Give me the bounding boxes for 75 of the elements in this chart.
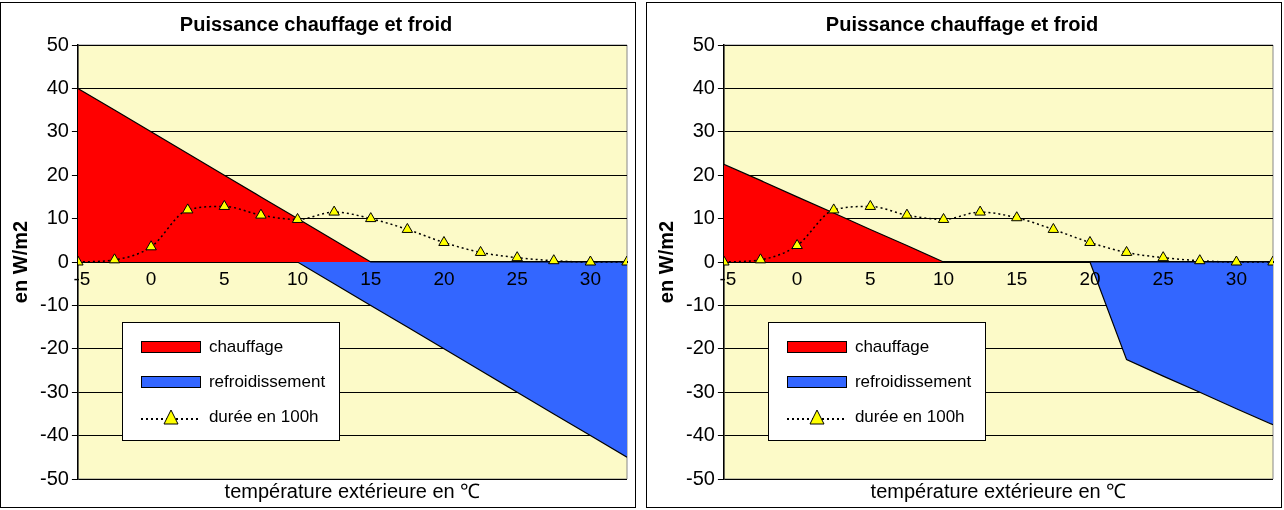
point — [584, 255, 597, 266]
y-tick-label: 10 — [692, 206, 715, 229]
point — [438, 235, 450, 246]
point — [828, 203, 840, 214]
x-tick-label: 5 — [219, 267, 230, 289]
x-tick-label: 30 — [579, 267, 601, 289]
point — [511, 251, 523, 262]
x-tick-label: 25 — [1152, 267, 1174, 289]
point — [1230, 255, 1243, 266]
point — [1011, 211, 1023, 222]
x-tick-label: 25 — [506, 267, 528, 289]
point — [474, 245, 487, 256]
point — [1047, 222, 1060, 233]
point — [1157, 251, 1169, 262]
chart-title: Puissance chauffage et froid — [825, 12, 1099, 35]
point — [937, 212, 950, 223]
legend-label: durée en 100h — [854, 406, 965, 427]
y-tick-label: 50 — [46, 32, 69, 55]
y-tick-label: -50 — [686, 466, 715, 489]
y-tick-label: -10 — [40, 292, 69, 315]
y-tick-label: -40 — [686, 423, 715, 446]
point — [1194, 254, 1206, 265]
y-tick-label: 40 — [46, 75, 69, 98]
point — [108, 253, 121, 264]
x-tick-label: 15 — [360, 267, 382, 289]
x-axis-title: température extérieure en ℃ — [224, 479, 481, 502]
point — [218, 199, 231, 210]
chart-title: Puissance chauffage et froid — [179, 12, 453, 35]
y-tick-label: 0 — [57, 249, 69, 272]
x-tick-label: 15 — [1006, 267, 1028, 289]
y-tick-label: -20 — [40, 336, 69, 359]
y-axis-title: en W/m2 — [8, 220, 31, 304]
legend-label: refroidissement — [854, 371, 972, 392]
y-tick-label: 0 — [703, 249, 715, 272]
y-tick-label: 20 — [692, 162, 715, 185]
y-tick-label: -20 — [686, 336, 715, 359]
point — [791, 239, 803, 250]
point — [974, 205, 986, 216]
point — [401, 222, 414, 233]
legend-label: chauffage — [854, 336, 930, 357]
y-tick-label: 30 — [46, 119, 69, 142]
x-tick-label: 10 — [932, 267, 955, 289]
x-tick-label: 30 — [1225, 267, 1247, 289]
y-tick-label: 20 — [46, 162, 69, 185]
y-tick-label: 50 — [692, 32, 715, 55]
point — [365, 212, 377, 223]
y-tick-label: -30 — [40, 379, 69, 402]
point — [548, 254, 560, 265]
point — [1120, 245, 1133, 256]
point — [864, 199, 877, 210]
point — [182, 203, 194, 214]
y-axis-title: en W/m2 — [654, 220, 677, 304]
y-tick-label: -30 — [686, 379, 715, 402]
y-tick-label: 40 — [692, 75, 715, 98]
y-tick-label: 30 — [692, 119, 715, 142]
y-tick-label: -10 — [686, 292, 715, 315]
point — [901, 208, 913, 219]
legend-label: durée en 100h — [208, 406, 319, 427]
point — [754, 253, 767, 264]
x-tick-label: 0 — [791, 267, 803, 289]
x-axis-title: température extérieure en ℃ — [870, 479, 1127, 502]
x-tick-label: 10 — [286, 267, 309, 289]
y-tick-label: -40 — [40, 423, 69, 446]
point — [255, 208, 267, 219]
point — [1084, 235, 1096, 246]
point — [291, 212, 304, 223]
legend-label: chauffage — [208, 336, 284, 357]
x-tick-label: 20 — [433, 267, 455, 289]
point — [328, 205, 340, 216]
x-tick-label: 5 — [865, 267, 876, 289]
point — [145, 240, 157, 251]
y-tick-label: -50 — [40, 466, 69, 489]
x-tick-label: 0 — [145, 267, 157, 289]
legend-label: refroidissement — [208, 371, 326, 392]
y-tick-label: 10 — [46, 206, 69, 229]
